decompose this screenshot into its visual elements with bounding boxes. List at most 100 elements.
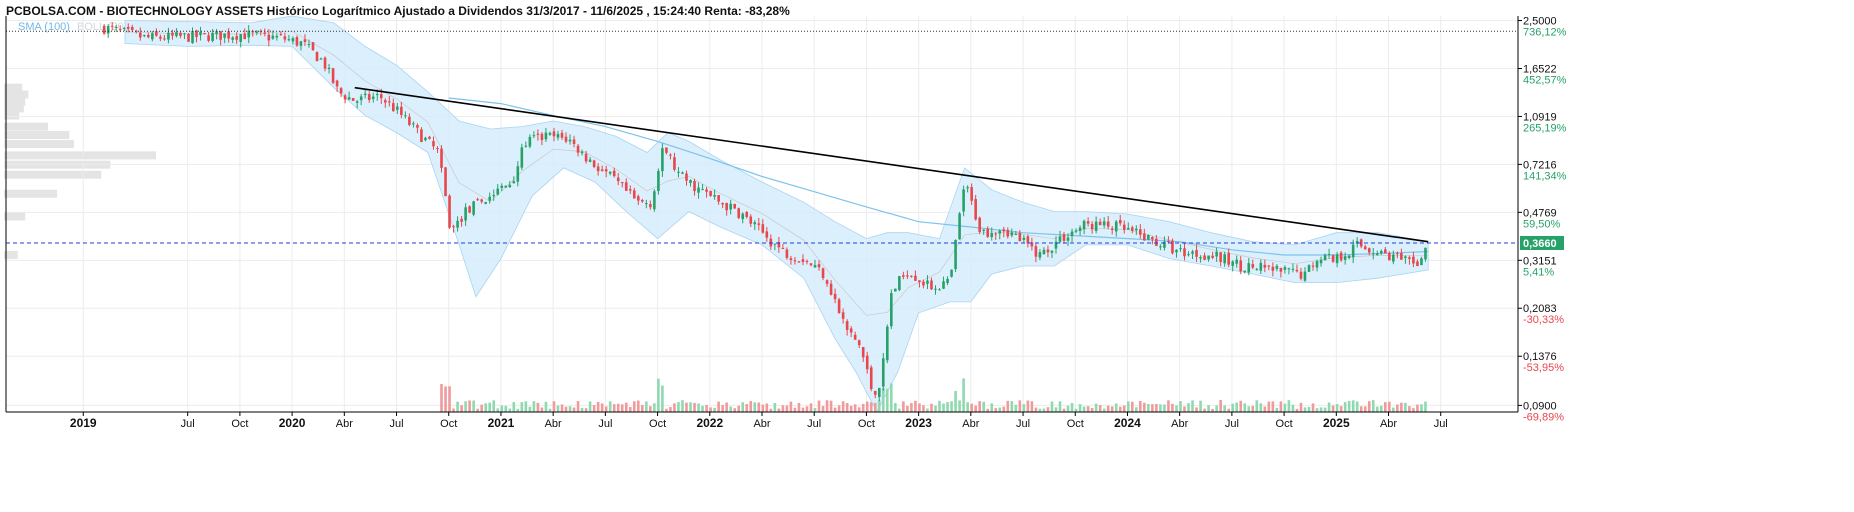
candle-body: [496, 188, 500, 195]
volume-bar: [1171, 403, 1174, 412]
volume-bar: [930, 403, 933, 412]
candle-body: [1311, 265, 1315, 267]
candle-body: [267, 34, 271, 41]
candle-body: [560, 132, 564, 138]
candle-body: [327, 67, 331, 69]
candle-body: [624, 182, 628, 191]
volume-bar: [765, 403, 769, 412]
volume-profile-bar: [4, 170, 102, 179]
volume-bar: [749, 401, 753, 412]
candle-body: [978, 217, 981, 233]
volume-bar: [1155, 403, 1158, 412]
candle-body: [219, 31, 222, 40]
volume-bar: [448, 386, 451, 412]
candle-body: [628, 189, 632, 191]
candle-body: [777, 242, 781, 248]
y-tick-label: 0,4769: [1523, 207, 1557, 219]
candle-body: [958, 213, 961, 240]
candle-body: [392, 103, 395, 112]
legend-sma[interactable]: SMA (100): [18, 21, 70, 33]
y-tick-label: 1,0919: [1523, 111, 1557, 123]
volume-bar: [809, 403, 813, 412]
candle-body: [1223, 254, 1226, 264]
candle-body: [295, 37, 299, 46]
volume-bar: [982, 401, 985, 412]
volume-bar: [833, 407, 837, 412]
candle-body: [1255, 268, 1259, 270]
volume-bar: [1199, 400, 1202, 412]
volume-bar: [1255, 400, 1259, 412]
x-tick-label: 2023: [905, 416, 932, 430]
candle-body: [938, 289, 941, 291]
candle-body: [1022, 237, 1026, 240]
candle-body: [1034, 246, 1038, 257]
candle-body: [512, 181, 516, 184]
volume-bar: [1058, 401, 1062, 412]
legend-boll[interactable]: BOLL (20): [77, 21, 128, 33]
reference-lines: [6, 30, 1518, 244]
y-tick-pct: -30,33%: [1523, 314, 1564, 326]
candle-body: [1307, 265, 1311, 272]
volume-bar: [1002, 406, 1006, 412]
candle-body: [600, 169, 604, 171]
volume-bar: [986, 408, 990, 412]
candle-body: [1295, 269, 1299, 272]
candle-body: [1355, 241, 1359, 244]
volume-bar: [673, 403, 676, 412]
candle-body: [922, 281, 925, 286]
candle-body: [657, 170, 660, 192]
candle-body: [167, 32, 170, 40]
volume-bar: [689, 402, 692, 412]
y-tick-pct: 5,41%: [1523, 266, 1554, 278]
volume-bar: [1074, 408, 1078, 412]
candle-body: [319, 58, 323, 60]
volume-bar: [813, 408, 817, 412]
volume-bar: [1355, 401, 1359, 412]
volume-profile-bar: [4, 250, 18, 259]
x-tick-label: Jul: [1016, 418, 1030, 430]
candle-body: [428, 136, 431, 139]
volume-bar: [1315, 408, 1319, 412]
volume-bar: [721, 405, 724, 412]
candle-body: [705, 189, 708, 192]
volume-bar: [584, 408, 588, 412]
candle-body: [1086, 221, 1090, 224]
candle-body: [536, 133, 540, 135]
candle-body: [592, 160, 596, 168]
candle-body: [1359, 239, 1363, 247]
volume-bar: [677, 402, 680, 412]
candle-body: [1167, 241, 1170, 243]
volume-bar: [890, 383, 893, 412]
candle-body: [110, 25, 114, 27]
candle-body: [1098, 221, 1102, 226]
candle-body: [367, 94, 371, 100]
candle-body: [974, 199, 977, 220]
volume-bar: [1239, 400, 1243, 412]
candle-body: [528, 136, 532, 147]
volume-bar: [910, 403, 913, 412]
volume-bar: [572, 407, 576, 412]
candle-body: [379, 94, 383, 99]
candle-body: [833, 293, 837, 300]
candle-body: [408, 116, 411, 125]
volume-bar: [653, 403, 656, 412]
candle-body: [709, 191, 712, 196]
candle-body: [665, 147, 668, 153]
candle-body: [544, 132, 548, 140]
volume-bar: [877, 400, 881, 412]
candle-body: [287, 39, 291, 41]
candle-body: [532, 135, 536, 137]
volume-bar: [841, 401, 845, 412]
volume-bar: [1388, 401, 1391, 412]
candle-body: [1114, 221, 1118, 232]
candle-body: [1367, 248, 1371, 253]
y-tick-pct: 59,50%: [1523, 218, 1561, 230]
candle-body: [641, 200, 644, 202]
candle-body: [1371, 253, 1375, 255]
volume-bar: [1343, 402, 1347, 412]
candle-body: [661, 148, 664, 172]
volume-bar: [1279, 401, 1283, 412]
volume-bar: [452, 408, 455, 412]
candle-body: [363, 93, 367, 96]
volume-bar: [825, 400, 829, 412]
